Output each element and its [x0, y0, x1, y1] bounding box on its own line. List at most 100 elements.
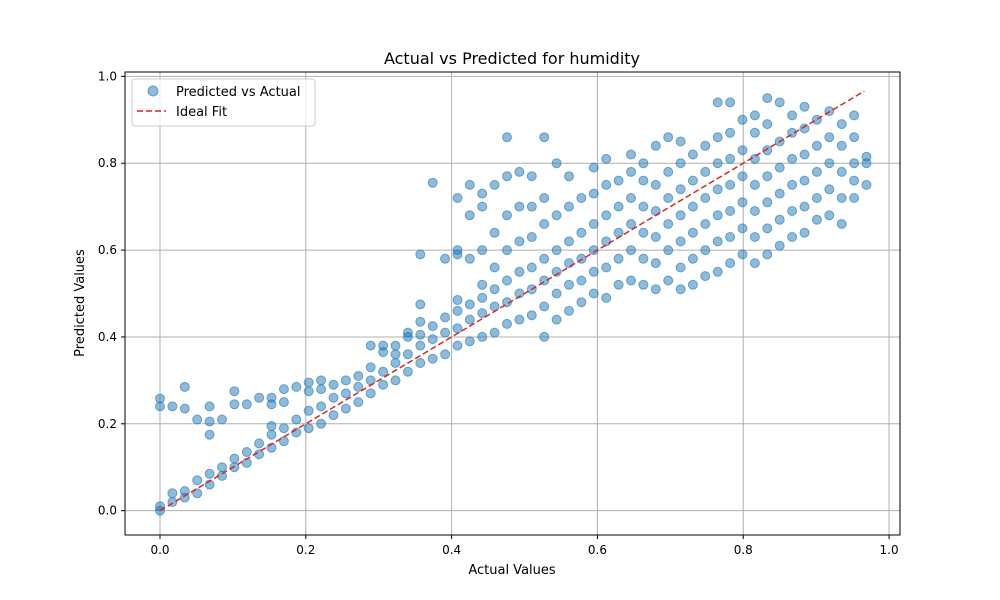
data-point: [650, 258, 661, 269]
data-point: [576, 227, 587, 238]
data-point: [576, 275, 587, 286]
data-point: [539, 301, 550, 312]
data-point: [452, 245, 463, 256]
data-point: [427, 334, 438, 345]
data-point: [365, 340, 376, 351]
data-point: [551, 245, 562, 256]
data-point: [836, 166, 847, 177]
data-point: [613, 201, 624, 212]
data-point: [849, 158, 860, 169]
data-point: [291, 381, 302, 392]
data-point: [700, 271, 711, 282]
data-point: [787, 232, 798, 242]
data-point: [687, 175, 698, 186]
data-point: [564, 171, 574, 182]
data-point: [737, 197, 748, 208]
data-point: [762, 171, 773, 182]
data-point: [551, 288, 562, 299]
data-point: [303, 405, 314, 416]
data-point: [588, 266, 599, 277]
data-point: [725, 179, 736, 190]
data-point: [749, 232, 760, 242]
data-point: [564, 279, 574, 290]
data-point: [588, 219, 599, 229]
scatter-points: [155, 93, 872, 516]
y-tick-label: 0.8: [98, 156, 117, 170]
data-point: [303, 377, 314, 388]
data-point: [588, 162, 599, 173]
data-point: [626, 149, 636, 160]
data-point: [564, 258, 574, 269]
data-point: [613, 253, 624, 264]
data-point: [526, 262, 537, 273]
data-point: [749, 206, 760, 216]
legend-box: [131, 78, 316, 127]
data-point: [638, 201, 649, 212]
data-point: [650, 179, 661, 190]
data-point: [749, 110, 760, 121]
data-point: [626, 245, 636, 256]
data-point: [192, 475, 203, 486]
data-point: [650, 232, 661, 242]
data-point: [378, 366, 389, 377]
data-point: [687, 279, 698, 290]
data-point: [725, 153, 736, 164]
data-point: [427, 177, 438, 188]
data-point: [799, 227, 810, 238]
data-point: [861, 179, 872, 190]
data-point: [204, 401, 215, 412]
data-point: [564, 305, 574, 316]
data-point: [836, 193, 847, 203]
ideal-fit-layer: [159, 90, 865, 512]
data-point: [415, 340, 426, 351]
data-point: [725, 127, 736, 138]
data-point: [613, 175, 624, 186]
data-point: [551, 158, 562, 169]
data-point: [192, 414, 203, 425]
data-point: [415, 329, 426, 340]
data-point: [700, 166, 711, 177]
data-point: [762, 197, 773, 208]
data-point: [725, 206, 736, 216]
data-point: [390, 349, 401, 360]
data-point: [849, 193, 860, 203]
data-point: [526, 171, 537, 182]
data-point: [539, 219, 550, 229]
data-point: [811, 193, 822, 203]
data-point: [502, 171, 512, 182]
y-tick-label: 0.4: [98, 330, 117, 344]
data-point: [787, 153, 798, 164]
data-point: [663, 245, 674, 256]
data-point: [712, 97, 723, 108]
data-point: [576, 297, 587, 308]
data-point: [477, 331, 488, 342]
data-point: [601, 292, 612, 303]
data-point: [340, 403, 351, 414]
data-point: [626, 193, 636, 203]
legend: Predicted vs Actual Ideal Fit: [131, 78, 316, 127]
data-point: [502, 245, 512, 256]
data-point: [278, 423, 289, 434]
data-point: [824, 210, 835, 221]
data-point: [502, 210, 512, 221]
y-axis-label: Predicted Values: [73, 249, 88, 357]
data-point: [749, 127, 760, 138]
data-point: [811, 140, 822, 151]
data-point: [675, 158, 686, 169]
data-point: [477, 201, 488, 212]
data-point: [849, 132, 860, 143]
data-point: [799, 123, 810, 134]
data-point: [626, 219, 636, 229]
data-point: [762, 93, 773, 104]
data-point: [328, 379, 339, 390]
data-point: [811, 166, 822, 177]
data-point: [551, 314, 562, 325]
data-point: [477, 279, 488, 290]
data-point: [440, 312, 451, 323]
x-tick-label: 0.2: [296, 543, 315, 557]
data-point: [576, 193, 587, 203]
data-point: [601, 262, 612, 273]
data-point: [663, 275, 674, 286]
data-point: [402, 349, 413, 360]
